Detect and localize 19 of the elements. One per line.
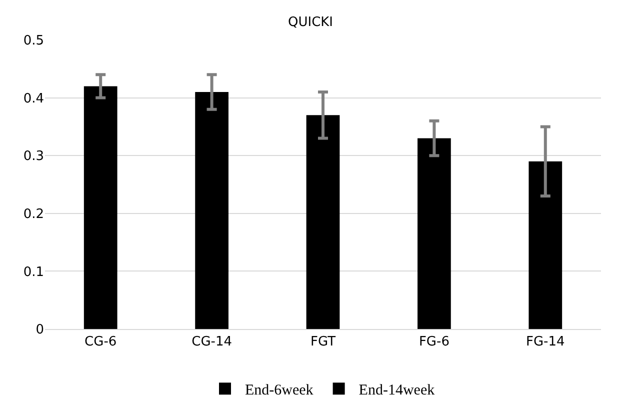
bar: [528, 161, 562, 329]
y-tick-label: 0.4: [23, 91, 44, 106]
y-tick-label: 0.1: [23, 264, 44, 280]
y-tick-label: 0.3: [23, 149, 44, 164]
bar: [195, 92, 228, 329]
bar: [418, 138, 451, 329]
bar: [306, 115, 340, 329]
legend-label: End-6week: [245, 382, 314, 398]
x-tick-label: FG-6: [418, 334, 450, 350]
y-tick-label: 0.2: [23, 206, 44, 222]
y-tick-label: 0.5: [23, 34, 44, 49]
legend-label: End-14week: [358, 382, 436, 398]
x-tick-label: CG-6: [84, 334, 117, 350]
bar: [84, 86, 118, 329]
chart-title: QUICKI: [288, 14, 334, 30]
x-tick-label: FG-14: [526, 334, 565, 350]
x-tick-label: CG-14: [192, 334, 232, 350]
y-tick-label: 0: [36, 322, 44, 338]
x-tick-label: FGT: [310, 334, 336, 350]
